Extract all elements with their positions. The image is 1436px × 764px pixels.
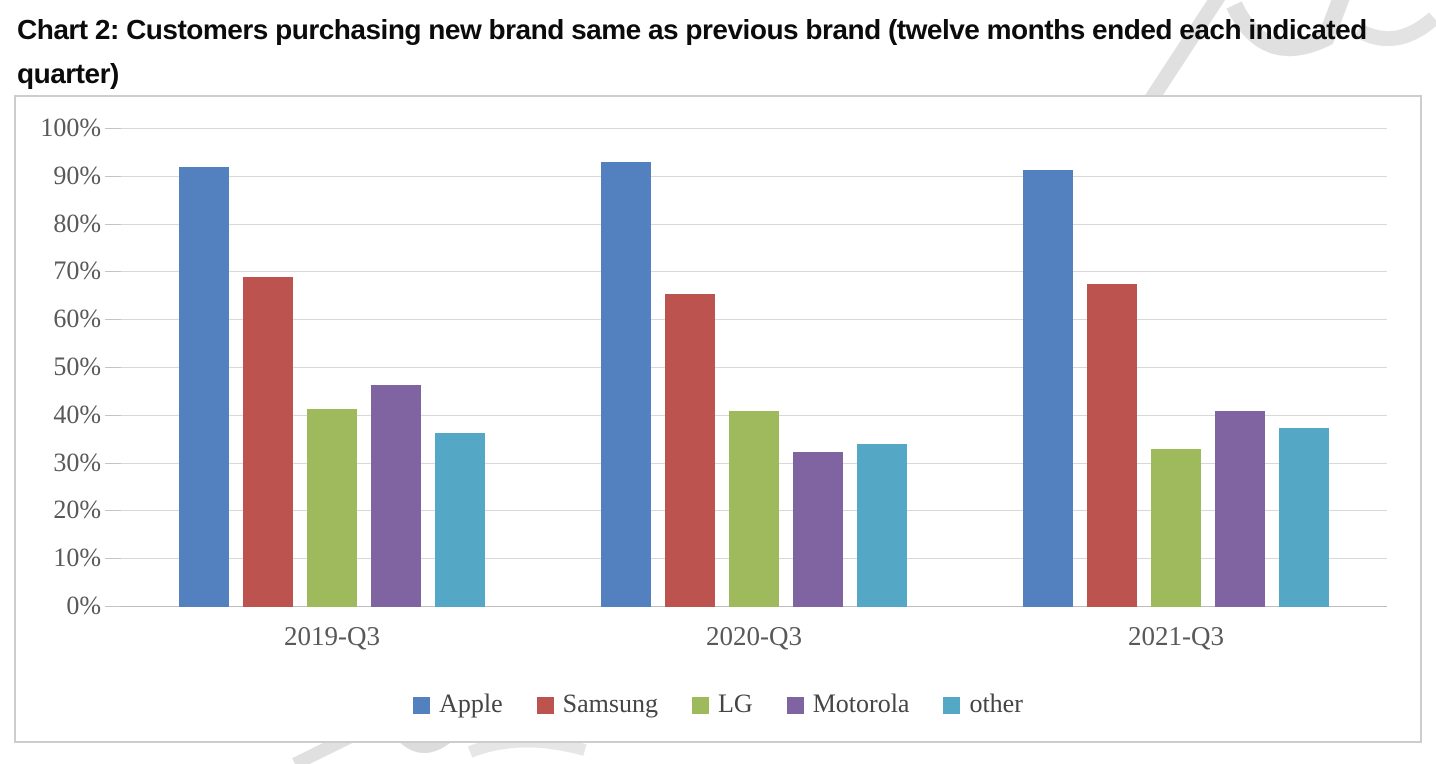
legend: Apple Samsung LG Motorola other	[16, 689, 1420, 719]
chart-area: 100% 90% 80% 70% 60% 50% 40% 30% 20% 10% 0% 2019-Q3…	[14, 95, 1422, 743]
bar-motorola-2019-q3	[371, 384, 421, 607]
legend-label-apple: Apple	[439, 689, 503, 718]
legend-item-samsung: Samsung	[536, 689, 659, 719]
bar-other-2019-q3	[435, 432, 485, 607]
legend-swatch-motorola	[786, 696, 804, 714]
bar-lg-2019-q3	[307, 408, 357, 607]
gridline-90	[121, 175, 1387, 177]
legend-item-apple: Apple	[413, 689, 503, 719]
y-tick-100	[105, 128, 121, 129]
legend-item-other: other	[943, 689, 1023, 719]
bar-group-2020-q3	[543, 129, 965, 607]
bar-lg-2020-q3	[729, 411, 779, 607]
chart-title: Chart 2: Customers purchasing new brand …	[17, 8, 1417, 96]
gridline-100	[121, 128, 1387, 129]
legend-item-lg: LG	[692, 689, 753, 719]
y-tick-10	[105, 558, 121, 560]
y-tick-label-40: 40%	[53, 399, 101, 429]
legend-label-samsung: Samsung	[562, 689, 659, 718]
y-tick-90	[105, 175, 121, 177]
legend-label-motorola: Motorola	[812, 689, 910, 718]
gridline-50	[121, 367, 1387, 368]
y-tick-0	[105, 606, 121, 607]
y-tick-40	[105, 414, 121, 416]
y-tick-label-30: 30%	[53, 447, 101, 477]
bar-other-2020-q3	[857, 444, 907, 607]
y-tick-60	[105, 319, 121, 321]
legend-swatch-samsung	[536, 696, 554, 714]
bar-apple-2020-q3	[601, 162, 651, 607]
gridline-70	[121, 271, 1387, 273]
x-label-2021-q3: 2021-Q3	[1128, 621, 1224, 651]
y-tick-label-90: 90%	[53, 160, 101, 190]
y-tick-label-0: 0%	[66, 591, 101, 620]
x-label-2020-q3: 2020-Q3	[706, 621, 802, 651]
bar-apple-2019-q3	[179, 167, 229, 607]
y-tick-label-100: 100%	[40, 113, 101, 142]
y-tick-80	[105, 223, 121, 225]
chart-title-line2: quarter)	[17, 58, 119, 89]
legend-swatch-other	[943, 696, 961, 714]
y-tick-label-80: 80%	[53, 208, 101, 238]
bar-motorola-2020-q3	[793, 451, 843, 607]
legend-label-other: other	[969, 689, 1023, 718]
y-tick-20	[105, 510, 121, 512]
chart-title-line1: Chart 2: Customers purchasing new brand …	[17, 14, 1367, 45]
bar-group-2019-q3	[121, 129, 543, 607]
y-tick-label-70: 70%	[53, 256, 101, 286]
bar-samsung-2019-q3	[243, 277, 293, 607]
legend-item-motorola: Motorola	[786, 689, 910, 719]
gridline-60	[121, 319, 1387, 321]
y-tick-label-20: 20%	[53, 495, 101, 525]
y-tick-label-60: 60%	[53, 304, 101, 334]
bar-motorola-2021-q3	[1215, 411, 1265, 607]
x-label-2019-q3: 2019-Q3	[284, 621, 380, 651]
plot-area: 100% 90% 80% 70% 60% 50% 40% 30% 20% 10% 0% 2019-Q3…	[40, 115, 1387, 651]
bar-other-2021-q3	[1279, 427, 1329, 607]
y-tick-label-10: 10%	[53, 543, 101, 573]
gridline-80	[121, 223, 1387, 225]
bar-group-2021-q3	[965, 129, 1387, 607]
legend-label-lg: LG	[718, 689, 753, 718]
y-tick-30	[105, 462, 121, 464]
bar-samsung-2020-q3	[665, 293, 715, 607]
y-tick-70	[105, 271, 121, 273]
bar-samsung-2021-q3	[1087, 284, 1137, 607]
legend-swatch-lg	[692, 696, 710, 714]
bar-lg-2021-q3	[1151, 449, 1201, 607]
legend-swatch-apple	[413, 696, 431, 714]
y-tick-50	[105, 367, 121, 368]
bar-apple-2021-q3	[1023, 169, 1073, 607]
y-tick-label-50: 50%	[53, 352, 101, 381]
